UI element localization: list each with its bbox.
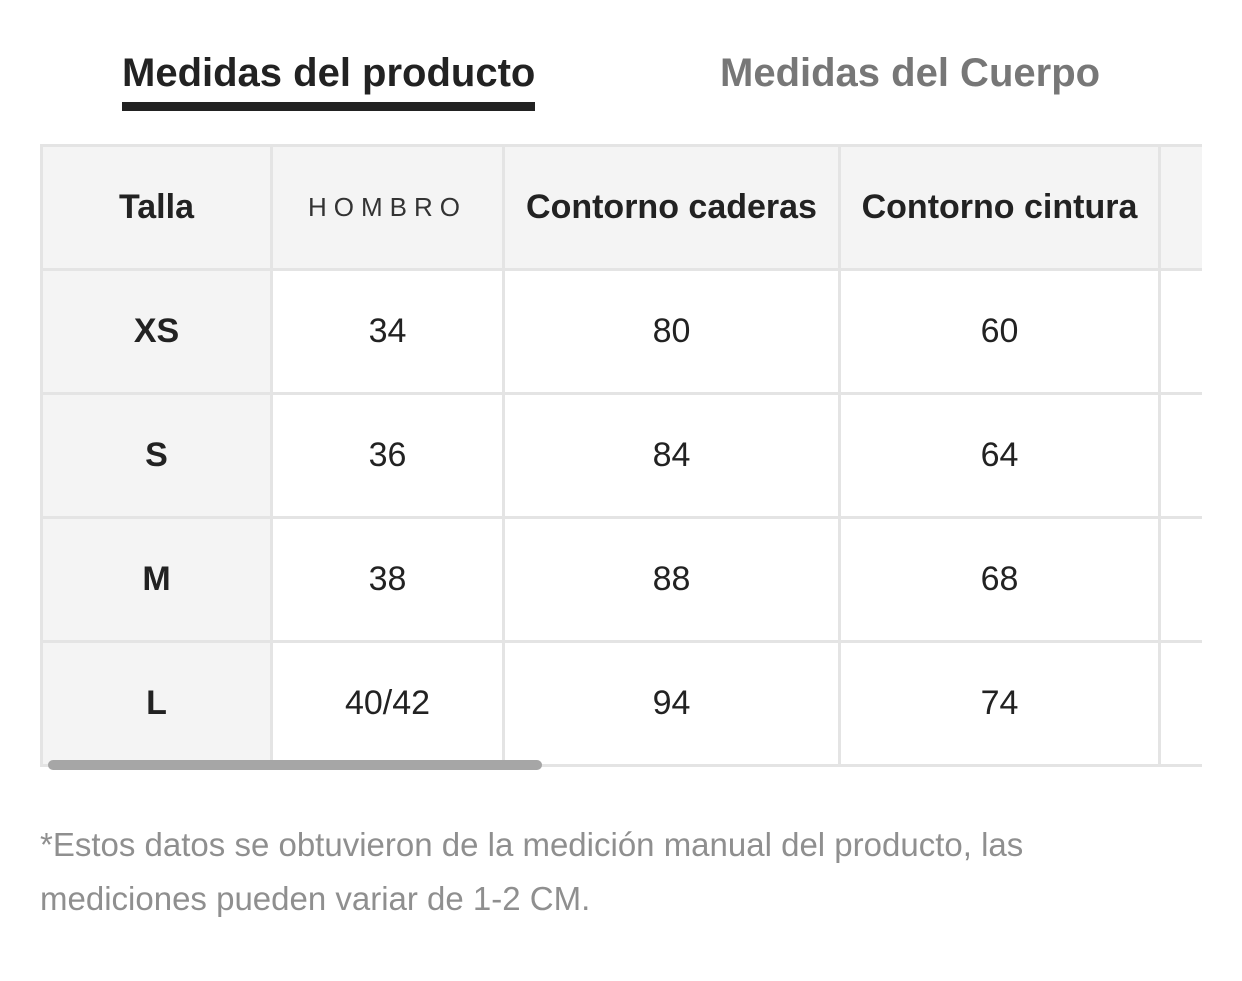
size-cell: M (40, 516, 273, 643)
hip-cell: 94 (502, 640, 841, 767)
tab-body-measurements[interactable]: Medidas del Cuerpo (720, 51, 1101, 95)
table-row: XS 34 80 60 (40, 268, 1202, 395)
waist-cell: 60 (838, 268, 1161, 395)
horizontal-scrollbar[interactable] (48, 760, 542, 770)
hip-cell: 88 (502, 516, 841, 643)
measurement-tabs: Medidas del producto Medidas del Cuerpo (0, 40, 1242, 120)
hip-cell: 84 (502, 392, 841, 519)
overflow-cell (1158, 516, 1202, 643)
size-cell: L (40, 640, 273, 767)
shoulder-cell: 40/42 (270, 640, 505, 767)
table-row: M 38 88 68 (40, 516, 1202, 643)
shoulder-cell: 34 (270, 268, 505, 395)
size-cell: XS (40, 268, 273, 395)
size-cell: S (40, 392, 273, 519)
shoulder-cell: 36 (270, 392, 505, 519)
table-header-row: Talla HOMBRO Contorno caderas Contorno c… (40, 144, 1202, 271)
measurement-footnote: *Estos datos se obtuvieron de la medició… (40, 826, 1024, 917)
shoulder-cell: 38 (270, 516, 505, 643)
header-overflow-column (1158, 144, 1202, 271)
overflow-cell (1158, 268, 1202, 395)
tab-product-measurements[interactable]: Medidas del producto (122, 50, 536, 111)
size-table: Talla HOMBRO Contorno caderas Contorno c… (40, 144, 1202, 767)
table-row: S 36 84 64 (40, 392, 1202, 519)
waist-cell: 68 (838, 516, 1161, 643)
table-row: L 40/42 94 74 (40, 640, 1202, 767)
waist-cell: 64 (838, 392, 1161, 519)
waist-cell: 74 (838, 640, 1161, 767)
header-hip-circumference: Contorno caderas (502, 144, 841, 271)
header-size: Talla (40, 144, 273, 271)
overflow-cell (1158, 392, 1202, 519)
size-table-scroll-area[interactable]: Talla HOMBRO Contorno caderas Contorno c… (40, 144, 1202, 784)
hip-cell: 80 (502, 268, 841, 395)
header-waist-circumference: Contorno cintura (838, 144, 1161, 271)
header-shoulder: HOMBRO (270, 144, 505, 271)
overflow-cell (1158, 640, 1202, 767)
